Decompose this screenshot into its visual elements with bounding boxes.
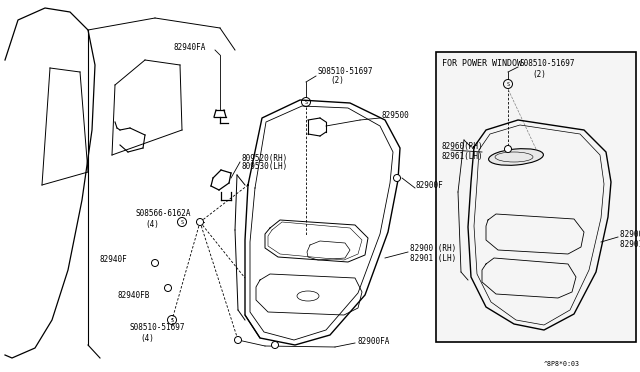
Text: S08510-51697: S08510-51697 — [519, 60, 575, 68]
Text: 82900F: 82900F — [416, 182, 444, 190]
Circle shape — [196, 218, 204, 225]
Text: 82960(RH): 82960(RH) — [442, 142, 484, 151]
Text: (4): (4) — [140, 334, 154, 343]
Text: 82940FA: 82940FA — [174, 42, 206, 51]
Text: 809520(RH): 809520(RH) — [241, 154, 287, 163]
Text: S08566-6162A: S08566-6162A — [135, 209, 191, 218]
Text: (2): (2) — [532, 70, 546, 78]
Text: S: S — [170, 317, 173, 323]
Text: S: S — [506, 81, 509, 87]
Text: 82900FA: 82900FA — [357, 337, 389, 346]
Text: (4): (4) — [145, 219, 159, 228]
Text: ^8P8*0:03: ^8P8*0:03 — [544, 361, 580, 367]
Text: 82900 (RH): 82900 (RH) — [620, 230, 640, 238]
Text: FOR POWER WINDOW: FOR POWER WINDOW — [442, 60, 522, 68]
Circle shape — [234, 337, 241, 343]
Text: 82940F: 82940F — [100, 256, 128, 264]
Text: 82901 (LH): 82901 (LH) — [410, 253, 456, 263]
Text: S08510-51697: S08510-51697 — [317, 67, 372, 77]
Text: 82900 (RH): 82900 (RH) — [410, 244, 456, 253]
Text: 82961(LH): 82961(LH) — [442, 153, 484, 161]
Circle shape — [504, 145, 511, 153]
Ellipse shape — [488, 149, 543, 165]
Text: 82901 (LH): 82901 (LH) — [620, 240, 640, 248]
Circle shape — [271, 341, 278, 349]
Text: S: S — [180, 219, 184, 224]
Text: 82940FB: 82940FB — [118, 291, 150, 299]
Text: 829500: 829500 — [381, 112, 409, 121]
Text: S: S — [305, 99, 308, 105]
Bar — [436, 52, 636, 342]
Text: (2): (2) — [330, 77, 344, 86]
Circle shape — [164, 285, 172, 292]
Circle shape — [152, 260, 159, 266]
Text: S08510-51697: S08510-51697 — [130, 324, 186, 333]
Text: 809530(LH): 809530(LH) — [241, 163, 287, 171]
Circle shape — [394, 174, 401, 182]
